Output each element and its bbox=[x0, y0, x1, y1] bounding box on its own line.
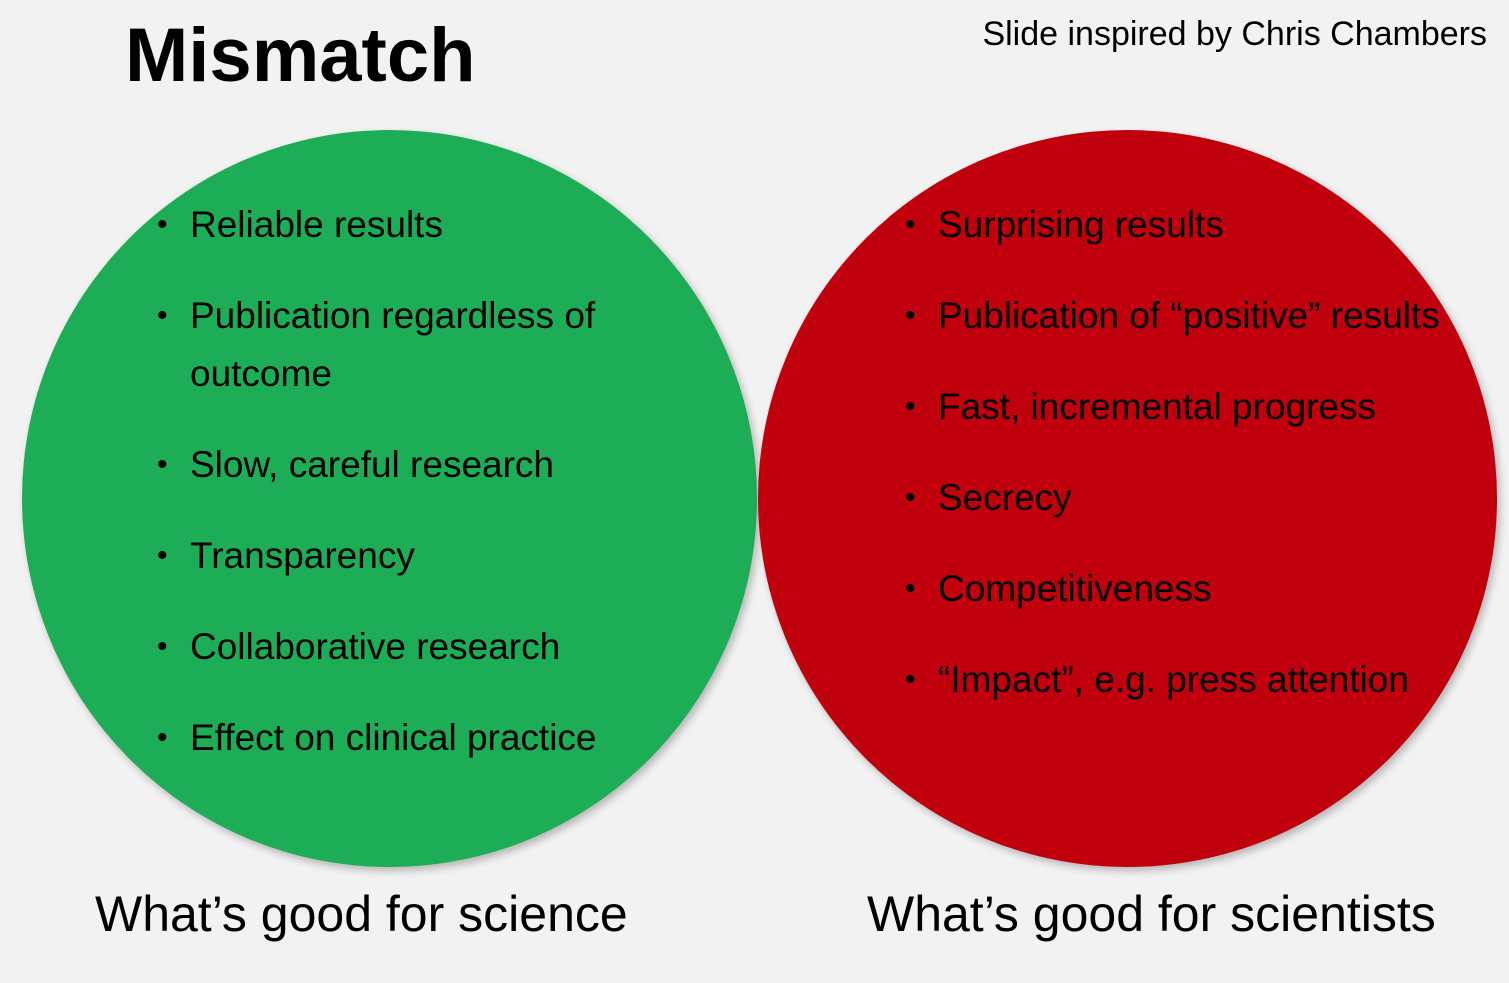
list-item: • Slow, careful research bbox=[155, 436, 675, 494]
slide-credit: Slide inspired by Chris Chambers bbox=[982, 15, 1487, 53]
bullet-icon: • bbox=[157, 208, 168, 241]
bullet-icon: • bbox=[157, 721, 168, 754]
good-for-science-circle bbox=[22, 130, 757, 867]
good-for-science-caption: What’s good for science bbox=[95, 886, 628, 942]
list-item-text: “Impact”, e.g. press attention bbox=[938, 659, 1409, 700]
list-item: • Publication regardless of outcome bbox=[155, 287, 675, 403]
bullet-icon: • bbox=[157, 630, 168, 663]
list-item-text: Reliable results bbox=[190, 204, 443, 245]
bullet-icon: • bbox=[905, 572, 916, 605]
bullet-icon: • bbox=[905, 208, 916, 241]
list-item: • Secrecy bbox=[903, 469, 1463, 527]
bullet-icon: • bbox=[905, 390, 916, 423]
good-for-scientists-list: • Surprising results • Publication of “pos… bbox=[903, 196, 1463, 742]
list-item-text: Publication regardless of outcome bbox=[190, 295, 596, 394]
list-item-text: Publication of “positive” results bbox=[938, 295, 1440, 336]
list-item: • Fast, incremental progress bbox=[903, 378, 1463, 436]
list-item: • Collaborative research bbox=[155, 618, 675, 676]
slide-title: Mismatch bbox=[125, 13, 476, 98]
list-item-text: Fast, incremental progress bbox=[938, 386, 1377, 427]
bullet-icon: • bbox=[905, 481, 916, 514]
good-for-scientists-caption: What’s good for scientists bbox=[867, 886, 1436, 942]
list-item-text: Secrecy bbox=[938, 477, 1072, 518]
list-item-text: Slow, careful research bbox=[190, 444, 555, 485]
list-item: • “Impact”, e.g. press attention bbox=[903, 651, 1463, 709]
list-item: • Surprising results bbox=[903, 196, 1463, 254]
good-for-scientists-circle bbox=[758, 130, 1497, 867]
list-item-text: Effect on clinical practice bbox=[190, 717, 597, 758]
bullet-icon: • bbox=[157, 448, 168, 481]
list-item-text: Collaborative research bbox=[190, 626, 561, 667]
bullet-icon: • bbox=[905, 299, 916, 332]
list-item-text: Surprising results bbox=[938, 204, 1224, 245]
list-item: • Effect on clinical practice bbox=[155, 709, 675, 767]
list-item: • Publication of “positive” results bbox=[903, 287, 1463, 345]
list-item-text: Transparency bbox=[190, 535, 415, 576]
bullet-icon: • bbox=[157, 299, 168, 332]
list-item: • Reliable results bbox=[155, 196, 675, 254]
list-item: • Competitiveness bbox=[903, 560, 1463, 618]
list-item: • Transparency bbox=[155, 527, 675, 585]
good-for-science-list: • Reliable results • Publication regardles… bbox=[155, 196, 675, 800]
list-item-text: Competitiveness bbox=[938, 568, 1212, 609]
bullet-icon: • bbox=[157, 539, 168, 572]
bullet-icon: • bbox=[905, 663, 916, 696]
